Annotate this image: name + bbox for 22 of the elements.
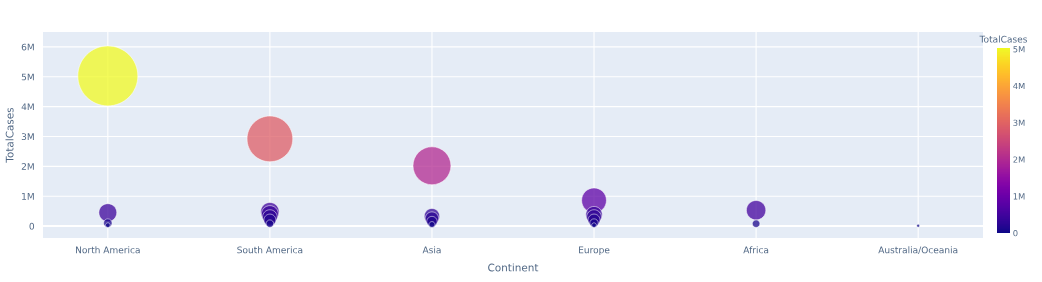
color-bar-label: 3M bbox=[1013, 119, 1025, 126]
y-tick-label: 5M bbox=[21, 73, 34, 81]
y-tick-label: 2M bbox=[21, 163, 34, 170]
x-tick-label: Australia/Oceania bbox=[878, 246, 958, 255]
color-bar-title: TotalCases bbox=[5, 107, 14, 163]
color-bar-label: 1M bbox=[1013, 193, 1025, 200]
y-tick-label: 3M bbox=[21, 133, 34, 141]
color-bar-label: 4M bbox=[1013, 82, 1025, 90]
y-axis-title: TotalCases bbox=[979, 35, 1027, 43]
x-tick-label: Asia bbox=[422, 246, 441, 254]
x-axis-title: Continent bbox=[488, 263, 539, 272]
x-tick-label: Africa bbox=[743, 246, 769, 254]
y-tick-label: 1M bbox=[22, 193, 34, 200]
y-tick-label: 0 bbox=[29, 222, 35, 230]
x-tick-label: North America bbox=[76, 246, 140, 254]
color-bar-label: 5M bbox=[1013, 46, 1025, 53]
color-bar-label: 2M bbox=[1013, 156, 1025, 163]
x-tick-label: South America bbox=[237, 246, 303, 254]
y-tick-label: 6M bbox=[21, 43, 34, 51]
y-tick-label: 4M bbox=[21, 103, 34, 111]
x-tick-label: Europe bbox=[579, 246, 610, 256]
color-bar-label: 0 bbox=[1013, 229, 1018, 237]
